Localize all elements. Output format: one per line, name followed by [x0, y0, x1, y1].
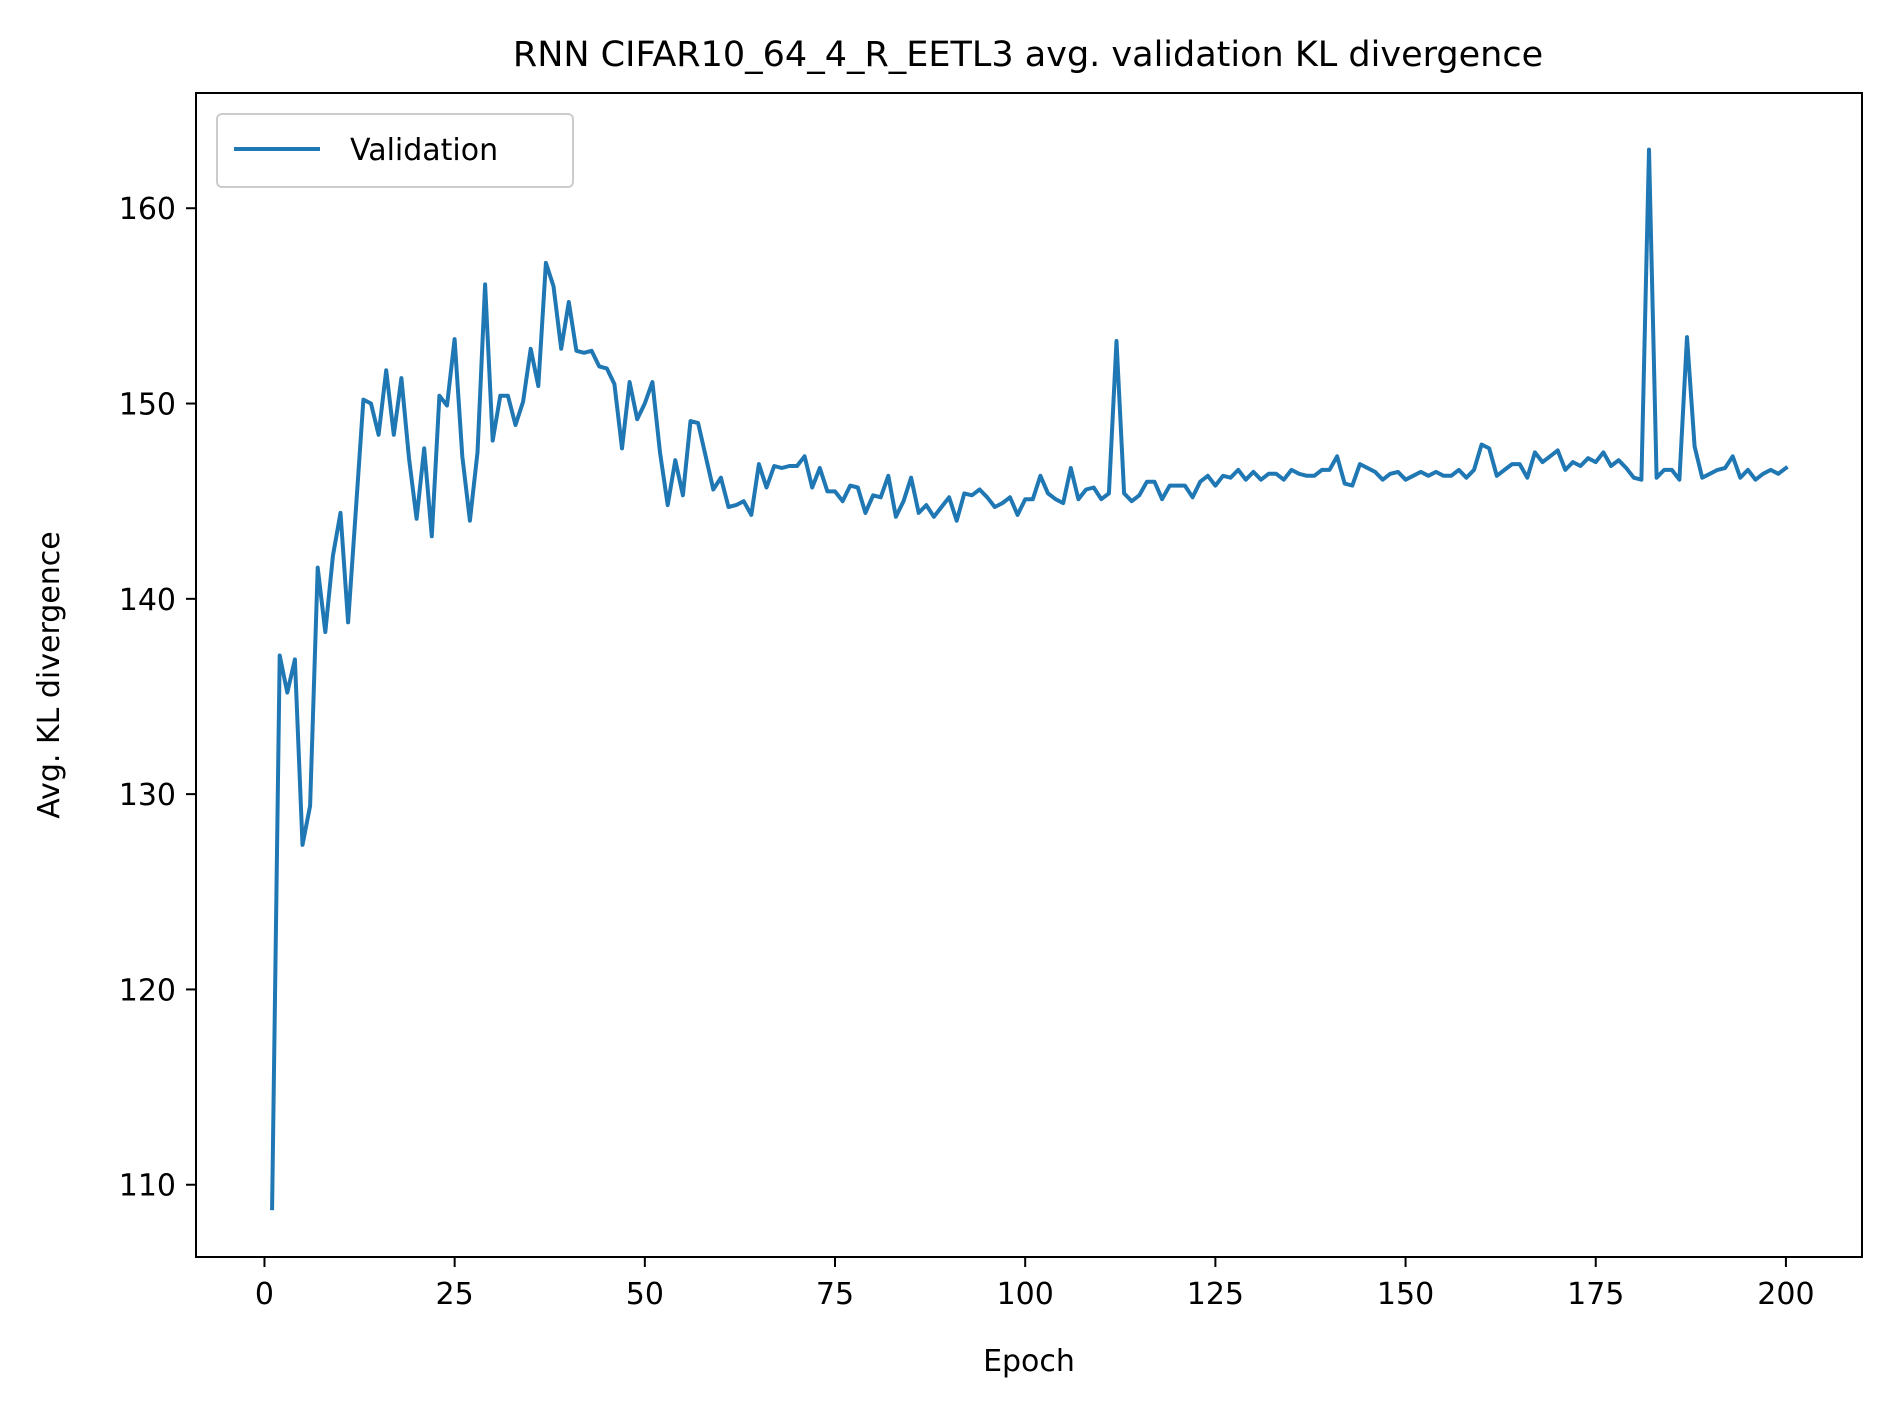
x-tick-label: 175 — [1567, 1277, 1624, 1312]
y-tick-label: 140 — [119, 583, 176, 618]
y-tick-label: 110 — [119, 1169, 176, 1204]
plot-area-frame — [195, 92, 1863, 1258]
y-tick-label: 160 — [119, 192, 176, 227]
legend: Validation — [216, 113, 574, 188]
y-tick-label: 130 — [119, 778, 176, 813]
legend-frame — [216, 113, 574, 188]
legend-label-validation: Validation — [350, 133, 498, 168]
y-tick-label: 150 — [119, 388, 176, 423]
x-tick-label: 50 — [626, 1277, 664, 1312]
x-tick-label: 100 — [997, 1277, 1054, 1312]
x-tick-label: 200 — [1757, 1277, 1814, 1312]
x-axis-ticks: 0 25 50 75 100 125 150 175 200 — [255, 1257, 1815, 1312]
validation-series-line — [270, 147, 1789, 1211]
x-tick-label: 125 — [1187, 1277, 1244, 1312]
x-tick-label: 0 — [255, 1277, 274, 1312]
y-axis-label: Avg. KL divergence — [32, 531, 67, 818]
chart-title: RNN CIFAR10_64_4_R_EETL3 avg. validation… — [513, 35, 1543, 75]
x-axis-label: Epoch — [983, 1344, 1075, 1379]
x-tick-label: 75 — [816, 1277, 854, 1312]
y-tick-label: 120 — [119, 973, 176, 1008]
y-axis-ticks: 110 120 130 140 150 160 — [119, 192, 196, 1204]
x-tick-label: 150 — [1377, 1277, 1434, 1312]
x-tick-label: 25 — [436, 1277, 474, 1312]
